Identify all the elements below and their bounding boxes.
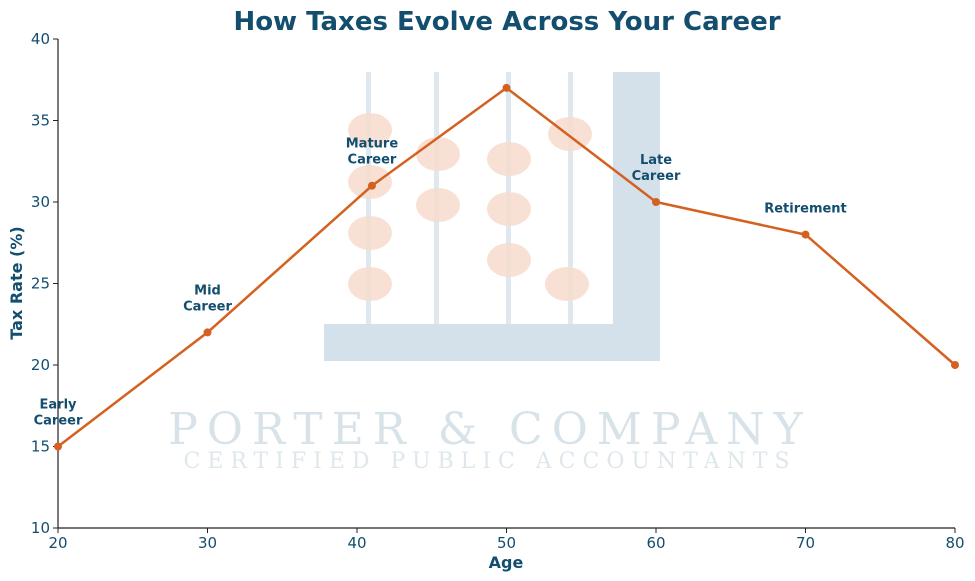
abacus-bead: [348, 216, 392, 250]
annotation-label: Mid Career: [183, 283, 232, 314]
abacus-rod: [568, 72, 573, 324]
y-tick-label: 35: [31, 112, 50, 130]
y-tick-label: 25: [31, 275, 50, 293]
abacus-bead: [487, 142, 531, 176]
abacus-bead: [348, 165, 392, 199]
x-axis-label: Age: [489, 553, 524, 572]
data-point: [54, 442, 62, 451]
abacus-bead: [348, 267, 392, 301]
x-tick-label: 70: [796, 534, 815, 552]
y-tick-label: 40: [31, 30, 50, 48]
x-tick-label: 30: [198, 534, 217, 552]
y-tick-label: 30: [31, 193, 50, 211]
abacus-base: [324, 324, 660, 361]
data-point: [652, 198, 660, 206]
abacus-bead: [487, 243, 531, 277]
data-point: [367, 181, 376, 190]
annotation-label: Mature Career: [346, 137, 399, 168]
chart-title: How Taxes Evolve Across Your Career: [233, 7, 780, 37]
abacus-bead: [545, 267, 589, 301]
abacus-bead: [416, 137, 460, 171]
x-tick-label: 40: [347, 534, 366, 552]
data-point: [801, 230, 810, 239]
x-tick-label: 50: [497, 534, 516, 552]
abacus-bead: [348, 113, 392, 147]
data-point: [502, 83, 511, 92]
annotation-label: Early Career: [34, 398, 83, 429]
y-tick-label: 15: [31, 438, 50, 456]
y-axis-label: Tax Rate (%): [7, 226, 26, 339]
abacus-frame: [613, 72, 660, 361]
y-tick-label: 10: [31, 519, 50, 537]
abacus-bead: [548, 117, 592, 151]
x-tick-label: 80: [945, 534, 964, 552]
abacus-bead: [416, 188, 460, 222]
abacus-bead: [487, 192, 531, 226]
y-tick-label: 20: [31, 356, 50, 374]
x-tick-label: 60: [646, 534, 665, 552]
annotation-label: Late Career: [632, 153, 681, 184]
watermark-tagline: CERTIFIED PUBLIC ACCOUNTANTS: [183, 449, 796, 474]
watermark-company-name: PORTER & COMPANY: [168, 404, 811, 455]
watermark-abacus-logo: [324, 72, 660, 361]
x-tick-label: 20: [48, 534, 67, 552]
data-point: [203, 328, 212, 337]
annotation-label: Retirement: [764, 202, 847, 217]
data-point: [951, 361, 959, 369]
